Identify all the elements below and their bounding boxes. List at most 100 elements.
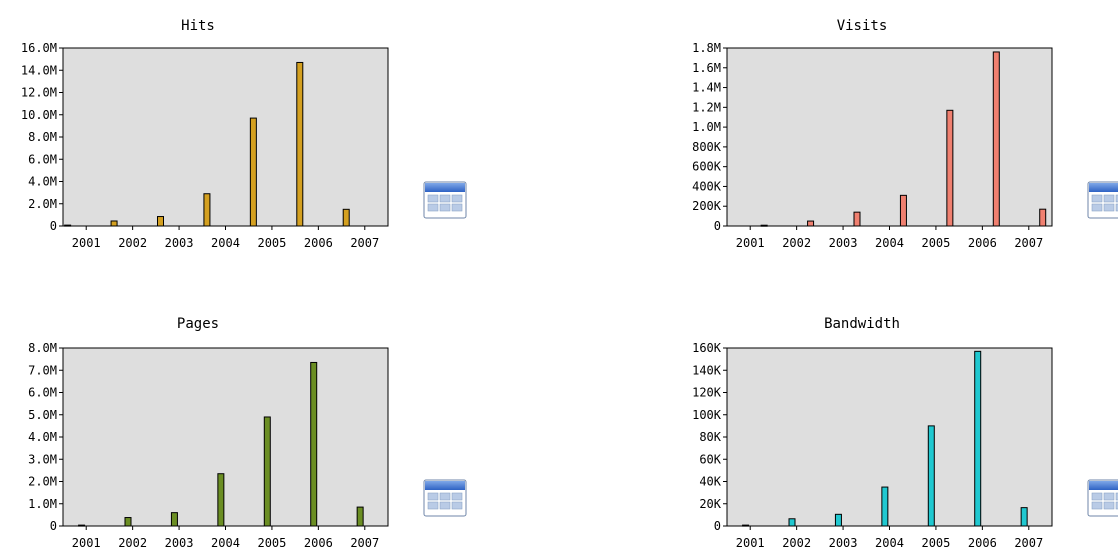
bar bbox=[853, 211, 861, 227]
plot-area bbox=[726, 47, 1053, 227]
y-tick-label: 0 bbox=[50, 219, 57, 233]
bar bbox=[310, 361, 318, 527]
y-tick-label: 6.0M bbox=[28, 386, 57, 400]
table-icon[interactable] bbox=[1087, 181, 1118, 219]
y-tick-label: 1.2M bbox=[692, 100, 721, 114]
x-tick-label: 2007 bbox=[350, 536, 379, 550]
x-tick-label: 2006 bbox=[304, 236, 333, 250]
y-tick-label: 0 bbox=[714, 519, 721, 533]
x-tick-label: 2003 bbox=[165, 236, 194, 250]
y-tick-label: 14.0M bbox=[21, 63, 57, 77]
bar bbox=[807, 220, 815, 227]
plot-area bbox=[62, 47, 389, 227]
y-tick-label: 140K bbox=[692, 363, 722, 377]
x-tick-label: 2005 bbox=[921, 536, 950, 550]
x-tick-label: 2002 bbox=[118, 536, 147, 550]
x-tick-label: 2002 bbox=[782, 236, 811, 250]
y-tick-label: 60K bbox=[699, 452, 721, 466]
bar bbox=[899, 194, 907, 227]
bar bbox=[170, 512, 178, 527]
bar bbox=[760, 224, 768, 227]
x-tick-label: 2006 bbox=[304, 536, 333, 550]
y-tick-label: 800K bbox=[692, 140, 722, 154]
y-tick-label: 400K bbox=[692, 179, 722, 193]
y-tick-label: 80K bbox=[699, 430, 721, 444]
chart-title: Visits bbox=[837, 18, 888, 34]
bar bbox=[742, 524, 750, 527]
bar bbox=[263, 416, 271, 527]
y-tick-label: 4.0M bbox=[28, 175, 57, 189]
bar bbox=[992, 51, 1000, 227]
table-icon[interactable] bbox=[1087, 479, 1118, 517]
chart-title: Hits bbox=[181, 18, 215, 34]
plot-area bbox=[726, 347, 1053, 527]
y-tick-label: 1.6M bbox=[692, 61, 721, 75]
bar bbox=[974, 350, 982, 527]
y-tick-label: 16.0M bbox=[21, 41, 57, 55]
chart-title: Bandwidth bbox=[824, 316, 900, 332]
y-tick-label: 4.0M bbox=[28, 430, 57, 444]
x-tick-label: 2002 bbox=[782, 536, 811, 550]
y-tick-label: 160K bbox=[692, 341, 722, 355]
x-tick-label: 2006 bbox=[968, 236, 997, 250]
table-icon[interactable] bbox=[423, 479, 467, 517]
bar bbox=[217, 473, 225, 527]
bar bbox=[946, 109, 954, 227]
x-tick-label: 2004 bbox=[211, 536, 240, 550]
y-tick-label: 40K bbox=[699, 475, 721, 489]
x-tick-label: 2004 bbox=[211, 236, 240, 250]
bar bbox=[78, 524, 86, 527]
chart-pages: Pages 0 1.0M 2.0M 3.0M 4.0M 5.0M 6.0M 7.0M 8.0M 2… bbox=[28, 316, 467, 550]
bar bbox=[834, 513, 842, 527]
bar bbox=[1020, 507, 1028, 527]
y-tick-label: 12.0M bbox=[21, 86, 57, 100]
y-tick-label: 2.0M bbox=[28, 475, 57, 489]
chart-bandwidth: Bandwidth 0 20K 40K 60K 80K 100K 120K 140K 160K 2… bbox=[692, 316, 1118, 550]
y-tick-label: 10.0M bbox=[21, 108, 57, 122]
x-tick-label: 2001 bbox=[736, 236, 765, 250]
x-tick-label: 2007 bbox=[1014, 236, 1043, 250]
y-tick-label: 200K bbox=[692, 199, 722, 213]
x-tick-label: 2003 bbox=[829, 536, 858, 550]
x-tick-label: 2006 bbox=[968, 536, 997, 550]
x-tick-label: 2004 bbox=[875, 236, 904, 250]
y-tick-label: 6.0M bbox=[28, 152, 57, 166]
bar bbox=[1039, 208, 1047, 227]
x-tick-label: 2001 bbox=[736, 536, 765, 550]
table-icon[interactable] bbox=[423, 181, 467, 219]
y-tick-label: 0 bbox=[50, 519, 57, 533]
y-tick-label: 0 bbox=[714, 219, 721, 233]
chart-visits: Visits 0 200K 400K 600K 800K 1.0M 1.2M 1.4M 1.6M… bbox=[692, 18, 1118, 250]
x-tick-label: 2001 bbox=[72, 536, 101, 550]
chart-title: Pages bbox=[177, 316, 219, 332]
y-tick-label: 7.0M bbox=[28, 363, 57, 377]
y-tick-label: 3.0M bbox=[28, 452, 57, 466]
y-tick-label: 8.0M bbox=[28, 130, 57, 144]
y-tick-label: 1.8M bbox=[692, 41, 721, 55]
y-tick-label: 120K bbox=[692, 386, 722, 400]
y-tick-label: 1.0M bbox=[692, 120, 721, 134]
bar bbox=[249, 117, 257, 227]
bar bbox=[356, 506, 364, 527]
bar bbox=[927, 425, 935, 527]
bar bbox=[788, 518, 796, 527]
bar bbox=[881, 486, 889, 527]
y-tick-label: 5.0M bbox=[28, 408, 57, 422]
bar bbox=[203, 193, 211, 227]
x-tick-label: 2004 bbox=[875, 536, 904, 550]
bar bbox=[124, 517, 132, 527]
y-tick-label: 600K bbox=[692, 160, 722, 174]
x-tick-label: 2005 bbox=[257, 236, 286, 250]
bar bbox=[296, 61, 304, 227]
x-tick-label: 2007 bbox=[350, 236, 379, 250]
y-tick-label: 100K bbox=[692, 408, 722, 422]
bar bbox=[157, 216, 164, 227]
x-tick-label: 2002 bbox=[118, 236, 147, 250]
y-tick-label: 1.4M bbox=[692, 81, 721, 95]
x-tick-label: 2003 bbox=[829, 236, 858, 250]
y-tick-label: 8.0M bbox=[28, 341, 57, 355]
x-tick-label: 2005 bbox=[921, 236, 950, 250]
chart-hits: Hits 0 2.0M 4.0M 6.0M 8.0M 10.0M 12.0M 14.0M 16.… bbox=[21, 18, 467, 250]
plot-area bbox=[62, 347, 389, 527]
